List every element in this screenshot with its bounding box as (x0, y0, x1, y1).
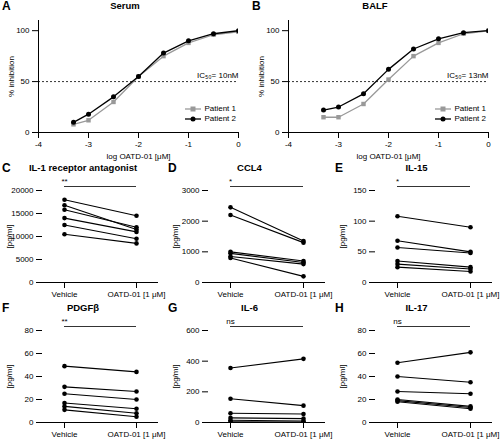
svg-text:0: 0 (362, 418, 367, 427)
svg-text:0: 0 (195, 278, 200, 287)
html-text:IL-6: IL-6 (241, 302, 258, 313)
svg-text:-4: -4 (285, 140, 293, 149)
svg-text:Vehicle: Vehicle (218, 290, 244, 299)
html-text:E: E (335, 161, 343, 175)
svg-text:2000: 2000 (182, 217, 200, 226)
svg-text:OATD-01 [1 μM]: OATD-01 [1 μM] (275, 430, 333, 439)
html-text:A: A (2, 0, 11, 13)
svg-text:400: 400 (186, 357, 200, 366)
html-text:Serum: Serum (110, 0, 140, 11)
svg-text:Vehicle: Vehicle (218, 430, 244, 439)
svg-text:0: 0 (25, 128, 30, 137)
html-text:F: F (2, 301, 10, 315)
html-text:BALF: BALF (362, 0, 388, 11)
svg-text:log OATD-01 [μM]: log OATD-01 [μM] (356, 152, 420, 161)
svg-text:200: 200 (186, 387, 200, 396)
svg-text:150: 150 (353, 186, 367, 195)
svg-text:100: 100 (353, 217, 367, 226)
svg-text:-4: -4 (35, 140, 43, 149)
svg-text:[pg/ml]: [pg/ml] (171, 364, 180, 388)
svg-text:3000: 3000 (182, 186, 200, 195)
svg-text:80: 80 (25, 326, 34, 335)
svg-text:*: * (229, 177, 232, 186)
svg-text:Vehicle: Vehicle (385, 290, 411, 299)
html-text:D: D (168, 161, 177, 175)
svg-text:0: 0 (195, 418, 200, 427)
svg-text:OATD-01 [1 μM]: OATD-01 [1 μM] (442, 290, 500, 299)
svg-text:600: 600 (186, 326, 200, 335)
svg-text:% inhibition: % inhibition (257, 56, 266, 97)
svg-text:OATD-01 [1 μM]: OATD-01 [1 μM] (108, 430, 166, 439)
svg-text:50: 50 (21, 77, 30, 86)
svg-text:Vehicle: Vehicle (52, 290, 78, 299)
html-text:PDGFβ: PDGFβ (66, 302, 100, 313)
html-text:H: H (335, 301, 344, 315)
html-text:CCL4: CCL4 (237, 162, 262, 173)
svg-text:50: 50 (358, 247, 367, 256)
html-text:Patient 1: Patient 1 (204, 104, 236, 113)
svg-text:OATD-01 [1 μM]: OATD-01 [1 μM] (108, 290, 166, 299)
svg-text:0: 0 (236, 140, 241, 149)
svg-text:15000: 15000 (11, 209, 34, 218)
svg-text:0: 0 (29, 278, 34, 287)
svg-text:OATD-01 [1 μM]: OATD-01 [1 μM] (442, 430, 500, 439)
svg-text:20: 20 (25, 395, 34, 404)
svg-text:-3: -3 (335, 140, 343, 149)
html-text:B: B (252, 0, 261, 13)
svg-text:log OATD-01 [μM]: log OATD-01 [μM] (106, 152, 170, 161)
svg-text:60: 60 (25, 349, 34, 358)
svg-text:**: ** (61, 317, 67, 326)
html-text:C: C (2, 161, 11, 175)
svg-text:100: 100 (266, 26, 280, 35)
svg-text:60: 60 (358, 349, 367, 358)
svg-text:ns: ns (226, 317, 234, 326)
svg-text:40: 40 (25, 372, 34, 381)
svg-text:20: 20 (358, 395, 367, 404)
svg-text:5000: 5000 (16, 255, 34, 264)
svg-text:[pg/ml]: [pg/ml] (338, 224, 347, 248)
svg-text:[pg/ml]: [pg/ml] (5, 224, 14, 248)
html-text:IL-15: IL-15 (405, 162, 428, 173)
html-text:Patient 2: Patient 2 (454, 114, 486, 123)
svg-text:20000: 20000 (11, 186, 34, 195)
svg-text:Vehicle: Vehicle (385, 430, 411, 439)
svg-text:OATD-01 [1 μM]: OATD-01 [1 μM] (275, 290, 333, 299)
svg-text:-3: -3 (85, 140, 93, 149)
svg-text:100: 100 (16, 26, 30, 35)
svg-text:0: 0 (29, 418, 34, 427)
svg-text:IC₅₀= 13nM: IC₅₀= 13nM (447, 71, 489, 80)
svg-text:10000: 10000 (11, 232, 34, 241)
html-text:Patient 2: Patient 2 (204, 114, 236, 123)
svg-text:0: 0 (362, 278, 367, 287)
svg-text:**: ** (61, 177, 67, 186)
html-text:IL-1 receptor antagonist: IL-1 receptor antagonist (28, 162, 138, 173)
svg-text:*: * (396, 177, 399, 186)
svg-text:ns: ns (393, 317, 401, 326)
svg-text:IC₅₀= 10nM: IC₅₀= 10nM (197, 71, 239, 80)
svg-text:[pg/ml]: [pg/ml] (171, 224, 180, 248)
svg-text:0: 0 (486, 140, 491, 149)
svg-text:[pg/ml]: [pg/ml] (338, 364, 347, 388)
svg-text:-2: -2 (385, 140, 393, 149)
svg-text:-1: -1 (185, 140, 193, 149)
svg-text:1000: 1000 (182, 247, 200, 256)
html-text:IL-17: IL-17 (405, 302, 428, 313)
html-text:G: G (168, 301, 178, 315)
svg-text:-2: -2 (135, 140, 143, 149)
svg-text:80: 80 (358, 326, 367, 335)
svg-text:Vehicle: Vehicle (52, 430, 78, 439)
svg-text:50: 50 (271, 77, 280, 86)
svg-text:% inhibition: % inhibition (7, 56, 16, 97)
svg-text:-1: -1 (435, 140, 443, 149)
svg-text:0: 0 (275, 128, 280, 137)
svg-text:[pg/ml]: [pg/ml] (5, 364, 14, 388)
svg-text:40: 40 (358, 372, 367, 381)
html-text:Patient 1: Patient 1 (454, 104, 486, 113)
